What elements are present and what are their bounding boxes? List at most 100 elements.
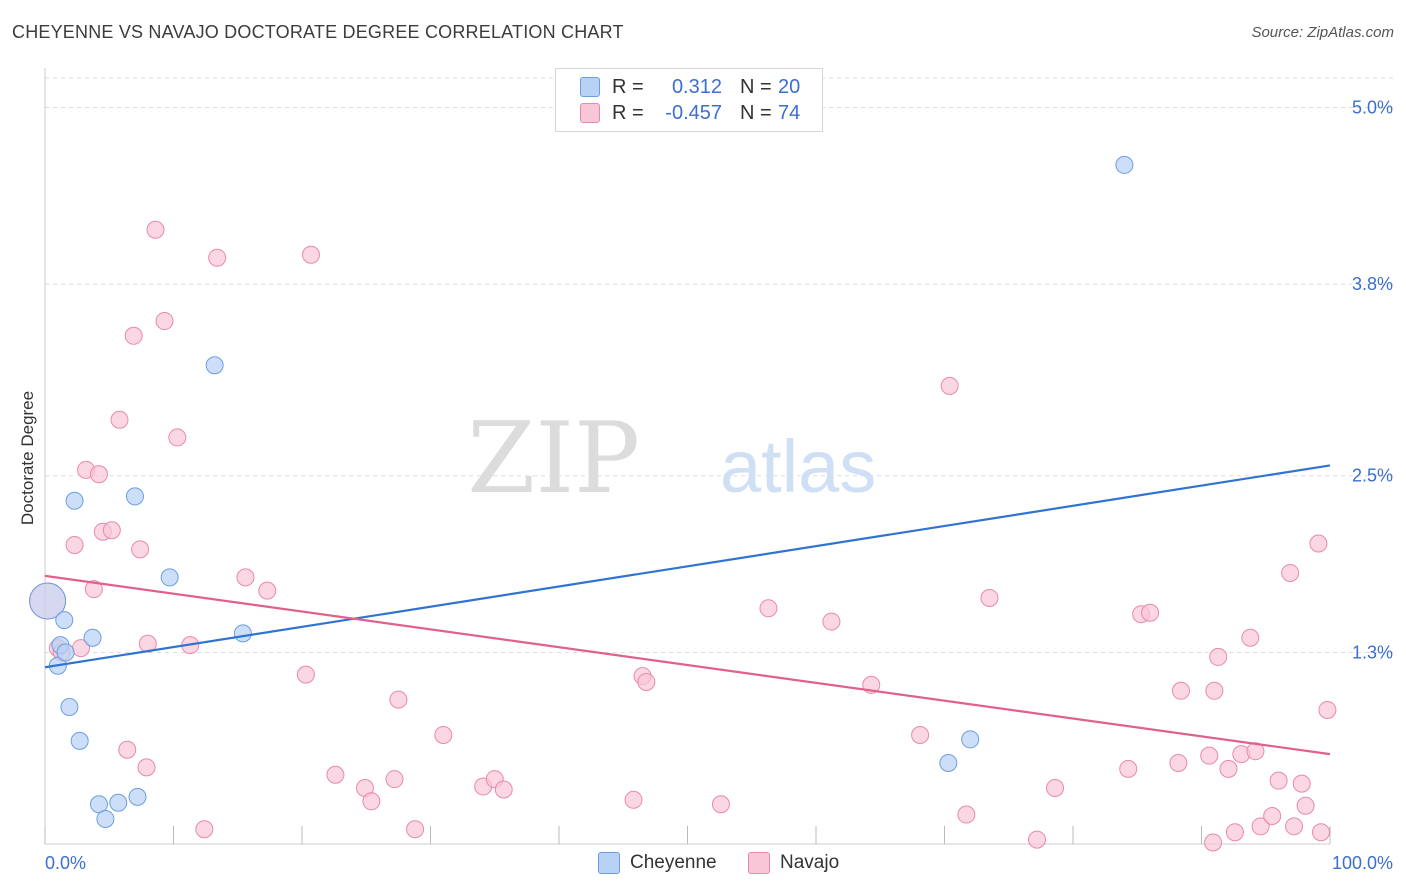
navajo-point	[1312, 823, 1331, 842]
cheyenne-point	[96, 809, 115, 828]
legend-item-cheyenne[interactable]: Cheyenne	[598, 852, 717, 874]
navajo-point	[1285, 817, 1304, 836]
navajo-point	[624, 790, 643, 809]
chart-title: CHEYENNE VS NAVAJO DOCTORATE DEGREE CORR…	[12, 22, 624, 42]
navajo-point	[195, 820, 214, 839]
navajo-point	[1141, 603, 1160, 622]
navajo-point	[1028, 830, 1047, 849]
navajo-point	[102, 521, 121, 540]
navajo-point	[822, 612, 841, 631]
navajo-swatch	[580, 103, 600, 123]
axes	[44, 68, 1331, 845]
navajo-point	[89, 465, 108, 484]
navajo-point	[362, 792, 381, 811]
watermark-atlas: atlas	[720, 425, 876, 508]
legend-n-value: 74	[778, 101, 801, 124]
navajo-point	[110, 410, 129, 429]
cheyenne-point	[65, 491, 84, 510]
navajo-point	[1318, 700, 1337, 719]
legend-row-cheyenne: R = 0.312 N = 20	[580, 75, 800, 99]
navajo-point	[385, 770, 404, 789]
navajo-point	[1046, 779, 1065, 798]
navajo-point	[1269, 771, 1288, 790]
navajo-point	[1204, 833, 1223, 852]
navajo-point	[1209, 647, 1228, 666]
legend-navajo-label: Navajo	[780, 852, 840, 873]
navajo-point	[911, 725, 930, 744]
navajo-point	[711, 795, 730, 814]
cheyenne-point	[128, 787, 147, 806]
navajo-point	[759, 599, 778, 618]
navajo-point	[1200, 746, 1219, 765]
navajo-point	[980, 588, 999, 607]
navajo-point	[155, 312, 174, 331]
cheyenne-point	[1115, 155, 1134, 174]
source-label: Source: ZipAtlas.com	[1251, 24, 1394, 41]
cheyenne-point	[56, 643, 75, 662]
navajo-point	[1281, 563, 1300, 582]
navajo-point	[1263, 807, 1282, 826]
legend-row-navajo: R = -0.457 N = 74	[580, 101, 800, 125]
navajo-point	[84, 580, 103, 599]
navajo-point	[118, 740, 137, 759]
cheyenne-point	[70, 731, 89, 750]
cheyenne-point	[29, 582, 67, 620]
navajo-swatch	[748, 852, 770, 874]
watermark: ZIP atlas	[467, 402, 876, 516]
cheyenne-point	[125, 487, 144, 506]
navajo-point	[957, 805, 976, 824]
stats-legend: R = 0.312 N = 20 R = -0.457 N = 74	[555, 68, 823, 132]
navajo-trend-line	[44, 574, 1331, 756]
cheyenne-swatch	[598, 852, 620, 874]
tick-labels: 1.3% 2.5% 3.8% 5.0% 0.0% 100.0%	[45, 97, 1393, 873]
navajo-point	[1251, 817, 1270, 836]
legend-n-label: N =	[740, 75, 772, 98]
cheyenne-point	[160, 568, 179, 587]
navajo-point	[434, 725, 453, 744]
cheyenne-trend-line	[44, 464, 1331, 669]
navajo-point	[1309, 534, 1328, 553]
navajo-point	[65, 535, 84, 554]
cheyenne-swatch	[580, 77, 600, 97]
navajo-point	[1219, 759, 1238, 778]
cheyenne-point	[109, 793, 128, 812]
y-tick-label: 2.5%	[1352, 466, 1393, 486]
cheyenne-points	[29, 155, 1134, 828]
cheyenne-point	[939, 753, 958, 772]
legend-n-label: N =	[740, 101, 772, 124]
navajo-point	[137, 758, 156, 777]
cheyenne-point	[961, 730, 980, 749]
navajo-point	[146, 220, 165, 239]
navajo-point	[168, 428, 187, 447]
navajo-point	[406, 820, 425, 839]
grid-lines	[45, 77, 1393, 653]
navajo-point	[258, 581, 277, 600]
navajo-point	[1296, 796, 1315, 815]
legend-cheyenne-label: Cheyenne	[630, 852, 717, 873]
series-legend: Cheyenne Navajo	[0, 852, 1406, 878]
y-tick-label: 1.3%	[1352, 643, 1393, 663]
navajo-point	[296, 665, 315, 684]
legend-r-value: -0.457	[665, 101, 722, 124]
legend-n-value: 20	[778, 75, 801, 98]
navajo-point	[326, 765, 345, 784]
trend-lines	[44, 464, 1331, 756]
watermark-zip: ZIP	[467, 402, 640, 516]
legend-r-label: R =	[612, 75, 644, 98]
navajo-points	[29, 220, 1337, 852]
navajo-point	[1241, 628, 1260, 647]
x-tick-label: 0.0%	[45, 853, 86, 873]
y-tick-label: 5.0%	[1352, 97, 1393, 117]
navajo-point	[1119, 759, 1138, 778]
navajo-point	[1169, 753, 1188, 772]
legend-item-navajo[interactable]: Navajo	[748, 852, 839, 874]
navajo-point	[1205, 681, 1224, 700]
navajo-point	[637, 672, 656, 691]
navajo-point	[1225, 823, 1244, 842]
navajo-point	[208, 248, 227, 267]
navajo-point	[124, 326, 143, 345]
navajo-point	[1171, 681, 1190, 700]
navajo-point	[494, 780, 513, 799]
legend-r-label: R =	[612, 101, 644, 124]
